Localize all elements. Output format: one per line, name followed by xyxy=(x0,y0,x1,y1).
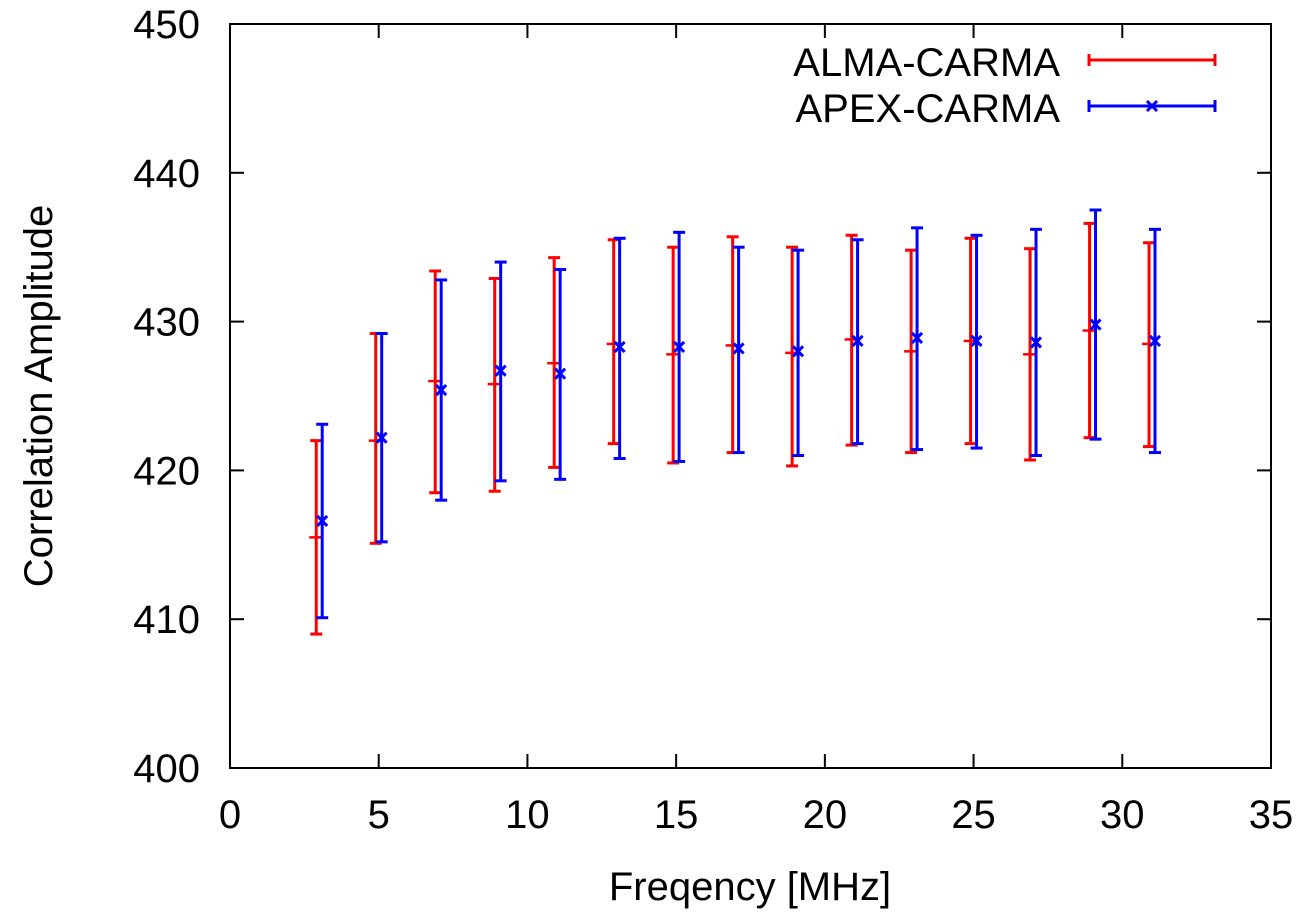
point-marker xyxy=(1029,336,1043,349)
data-point xyxy=(970,233,983,450)
y-tick-label: 450 xyxy=(133,3,200,47)
point-marker xyxy=(375,431,388,444)
legend-swatches xyxy=(1087,54,1217,113)
data-point xyxy=(851,238,864,446)
axis-ticks xyxy=(229,23,1272,769)
point-marker xyxy=(1148,334,1162,348)
y-tick-labels: 400 410 420 430 440 450 xyxy=(133,3,200,791)
data-point xyxy=(673,230,686,463)
legend-marker xyxy=(1145,99,1159,113)
x-tick-label: 10 xyxy=(505,793,550,837)
data-point xyxy=(375,332,388,544)
point-marker xyxy=(613,340,626,353)
data-point xyxy=(316,422,329,620)
x-tick-label: 15 xyxy=(654,793,699,837)
point-marker xyxy=(792,345,805,358)
data-point xyxy=(1142,241,1157,449)
series-alma-carma xyxy=(309,221,1157,636)
x-axis-title: Freqency [MHz] xyxy=(609,865,891,909)
data-point xyxy=(613,236,626,460)
data-point xyxy=(1029,227,1043,458)
data-point xyxy=(963,236,978,446)
point-marker xyxy=(435,383,448,397)
point-marker xyxy=(732,342,745,355)
legend-swatch-alma-carma xyxy=(1087,54,1217,66)
point-marker xyxy=(316,514,329,528)
series-apex-carma xyxy=(316,208,1162,620)
data-point xyxy=(428,269,443,495)
point-marker xyxy=(554,367,567,380)
y-tick-label: 400 xyxy=(133,747,200,791)
data-point xyxy=(910,226,924,452)
data-point xyxy=(309,439,324,636)
x-tick-label: 25 xyxy=(951,793,996,837)
y-tick-label: 420 xyxy=(133,449,200,493)
data-point xyxy=(494,260,507,483)
series-layer xyxy=(309,208,1162,636)
legend-label-alma-carma: ALMA-CARMA xyxy=(793,41,1060,85)
x-tick-label: 35 xyxy=(1249,793,1294,837)
y-tick-label: 440 xyxy=(133,152,200,196)
data-point xyxy=(792,248,805,458)
x-tick-label: 5 xyxy=(368,793,390,837)
x-tick-label: 0 xyxy=(219,793,241,837)
point-marker xyxy=(970,334,983,348)
point-marker xyxy=(673,340,686,353)
data-point xyxy=(1089,208,1102,441)
point-marker xyxy=(851,334,864,348)
x-tick-label: 20 xyxy=(803,793,848,837)
y-tick-label: 410 xyxy=(133,598,200,642)
point-marker xyxy=(1089,318,1102,331)
point-marker xyxy=(910,331,924,345)
data-point xyxy=(732,245,745,455)
y-axis-title: Correlation Amplitude xyxy=(17,205,61,587)
legend: ALMA-CARMA APEX-CARMA xyxy=(793,41,1217,131)
x-tick-label: 30 xyxy=(1100,793,1145,837)
point-marker xyxy=(494,364,507,377)
data-point xyxy=(1148,227,1162,455)
data-point xyxy=(435,278,448,502)
data-point xyxy=(554,268,567,481)
legend-swatch-apex-carma xyxy=(1087,99,1217,113)
x-tick-labels: 0 5 10 15 20 25 30 35 xyxy=(219,793,1293,837)
y-tick-label: 430 xyxy=(133,301,200,345)
plot-frame xyxy=(229,23,1272,769)
legend-label-apex-carma: APEX-CARMA xyxy=(796,87,1061,131)
